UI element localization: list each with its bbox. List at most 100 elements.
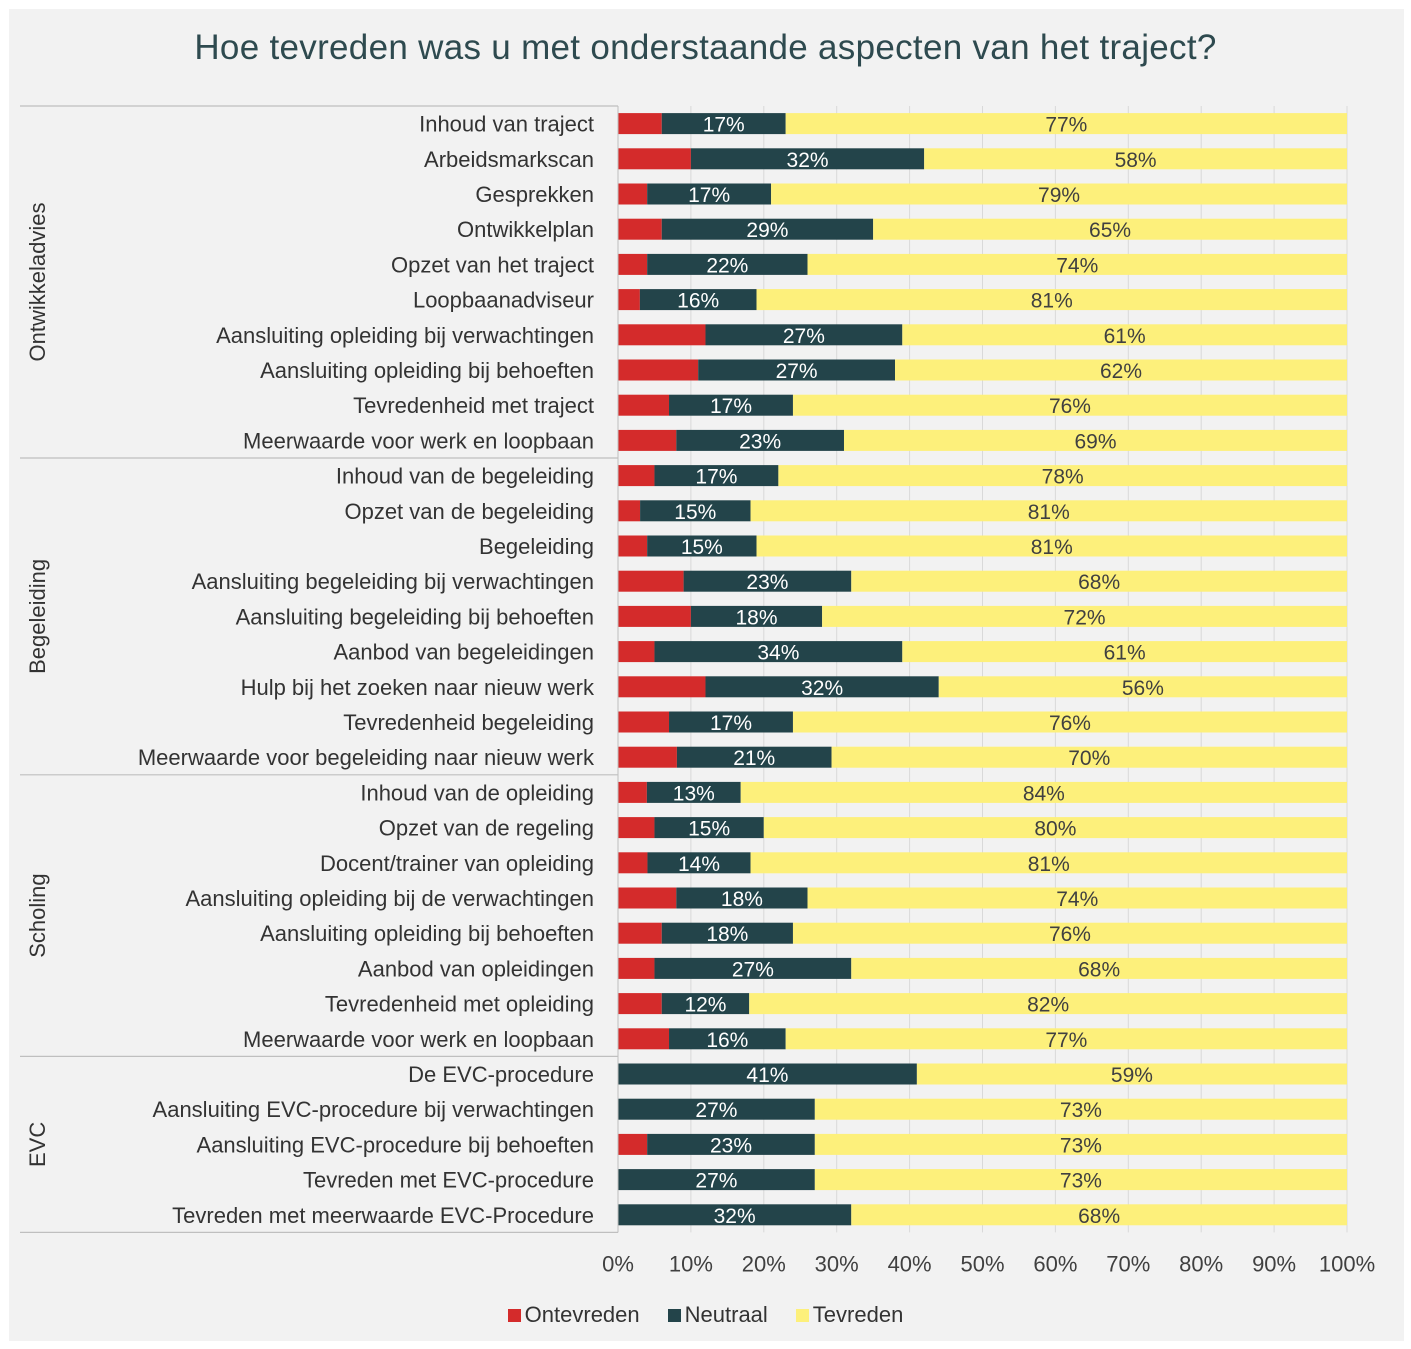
data-label: 73% (1060, 1170, 1102, 1193)
legend-swatch (795, 1308, 809, 1322)
bar-segment (618, 324, 706, 346)
category-label: Inhoud van de begeleiding (336, 464, 594, 489)
bar-segment (740, 781, 1347, 803)
legend-item: Neutraal (667, 1302, 768, 1328)
bar-segment (916, 1063, 1347, 1085)
legend-item: Ontevreden (507, 1302, 640, 1328)
data-label: 17% (688, 184, 730, 207)
bar-segment (646, 781, 741, 803)
bar-segment (618, 394, 670, 416)
bar-segment (676, 887, 808, 909)
data-label: 81% (1031, 536, 1073, 559)
data-label: 80% (1034, 818, 1076, 841)
data-label: 23% (739, 430, 781, 453)
bar-segment (938, 676, 1347, 698)
bar-segment (851, 570, 1347, 592)
data-label: 76% (1049, 712, 1091, 735)
bar-segment (756, 289, 1347, 311)
data-label: 72% (1064, 606, 1106, 629)
legend-label: Ontevreden (524, 1302, 640, 1327)
data-label: 74% (1056, 888, 1098, 911)
data-label: 82% (1027, 994, 1069, 1017)
group-label: EVC (25, 1122, 50, 1167)
x-tick-label: 0% (602, 1251, 634, 1276)
bar-segment (669, 394, 793, 416)
bar-segment (851, 957, 1347, 979)
data-label: 74% (1056, 254, 1098, 277)
bar-segment (792, 711, 1347, 733)
bar-segment (618, 641, 655, 663)
bar-segment (690, 605, 823, 627)
data-label: 27% (776, 360, 818, 383)
data-label: 77% (1045, 114, 1087, 137)
data-label: 15% (674, 501, 716, 524)
bar-segment (698, 359, 896, 381)
data-label: 27% (695, 1170, 737, 1193)
bar-segment (654, 957, 852, 979)
data-label: 77% (1045, 1029, 1087, 1052)
data-label: 81% (1028, 853, 1070, 876)
data-label: 18% (735, 606, 777, 629)
x-tick-label: 50% (960, 1251, 1004, 1276)
x-tick-label: 70% (1106, 1251, 1150, 1276)
data-label: 21% (733, 747, 775, 770)
legend-swatch (667, 1308, 681, 1322)
x-tick-label: 100% (1319, 1251, 1375, 1276)
chart-legend: Ontevreden Neutraal Tevreden (0, 1302, 1411, 1328)
bar-segment (705, 676, 939, 698)
bar-segment (647, 183, 772, 205)
category-label: Ontwikkelplan (457, 217, 594, 242)
category-label: Aansluiting EVC-procedure bij verwachtin… (153, 1097, 594, 1122)
bar-segment (902, 641, 1347, 663)
category-label: Tevredenheid begeleiding (343, 710, 594, 735)
category-label: Hulp bij het zoeken naar nieuw werk (241, 675, 595, 700)
legend-item: Tevreden (795, 1302, 903, 1328)
bar-segment (676, 746, 832, 768)
bar-segment (924, 148, 1347, 170)
bar-segment (618, 781, 647, 803)
bar-segment (705, 324, 903, 346)
bar-segment (792, 394, 1347, 416)
data-label: 78% (1042, 466, 1084, 489)
bar-segment (618, 817, 655, 839)
bar-segment (618, 746, 677, 768)
bar-segment (618, 922, 662, 944)
bar-segment (785, 113, 1347, 135)
category-label: Meerwaarde voor werk en loopbaan (243, 428, 594, 453)
category-label: Aanbod van begeleidingen (333, 640, 594, 665)
category-label: Aansluiting opleiding bij behoeften (260, 358, 594, 383)
group-label: Begeleiding (25, 559, 50, 674)
bar-segment (831, 746, 1347, 768)
category-label: Meerwaarde voor werk en loopbaan (243, 1027, 594, 1052)
category-label: Opzet van het traject (391, 252, 594, 277)
data-label: 32% (714, 1205, 756, 1228)
data-label: 76% (1049, 923, 1091, 946)
bar-segment (683, 570, 852, 592)
bar-segment (618, 289, 640, 311)
bar-segment (814, 1133, 1347, 1155)
data-label: 23% (710, 1134, 752, 1157)
data-label: 18% (706, 923, 748, 946)
category-label: Opzet van de begeleiding (344, 499, 594, 524)
category-label: Arbeidsmarkscan (424, 147, 594, 172)
bar-segment (618, 148, 691, 170)
bar-segment (618, 887, 677, 909)
data-label: 15% (681, 536, 723, 559)
bar-segment (618, 1098, 815, 1120)
bar-segment (902, 324, 1347, 346)
bar-segment (618, 253, 648, 275)
group-label: Scholing (25, 873, 50, 957)
legend-label: Neutraal (684, 1302, 768, 1327)
bar-segment (778, 465, 1347, 487)
data-label: 70% (1068, 747, 1110, 770)
bar-segment (756, 535, 1347, 557)
x-tick-label: 40% (888, 1251, 932, 1276)
bar-segment (618, 429, 677, 451)
data-label: 81% (1028, 501, 1070, 524)
bar-segment (639, 289, 757, 311)
data-label: 56% (1122, 677, 1164, 700)
bar-segment (763, 817, 1347, 839)
data-label: 29% (746, 219, 788, 242)
bar-segment (618, 1133, 648, 1155)
data-label: 61% (1104, 325, 1146, 348)
